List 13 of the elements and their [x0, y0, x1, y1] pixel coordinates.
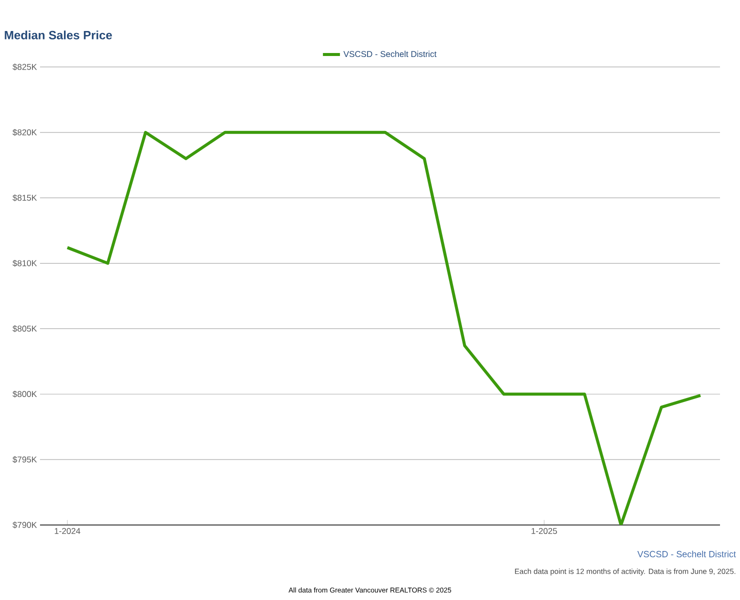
y-tick-label: $790K: [12, 522, 37, 528]
chart-title: Median Sales Price: [4, 30, 112, 40]
y-tick-label: $795K: [12, 456, 37, 463]
y-tick-label: $805K: [12, 325, 37, 332]
y-tick-label: $800K: [12, 390, 37, 398]
text: VSCSD - Sechelt District: [637, 550, 736, 558]
legend-label: VSCSD - Sechelt District: [343, 50, 437, 58]
x-tick-label: 1-2024: [54, 528, 80, 534]
y-tick-label: $815K: [12, 194, 37, 202]
y-tick-label: $820K: [12, 128, 37, 136]
y-tick-label: $825K: [12, 64, 37, 70]
y-tick-label: $810K: [12, 260, 37, 267]
x-tick-label: 1-2025: [532, 528, 557, 534]
